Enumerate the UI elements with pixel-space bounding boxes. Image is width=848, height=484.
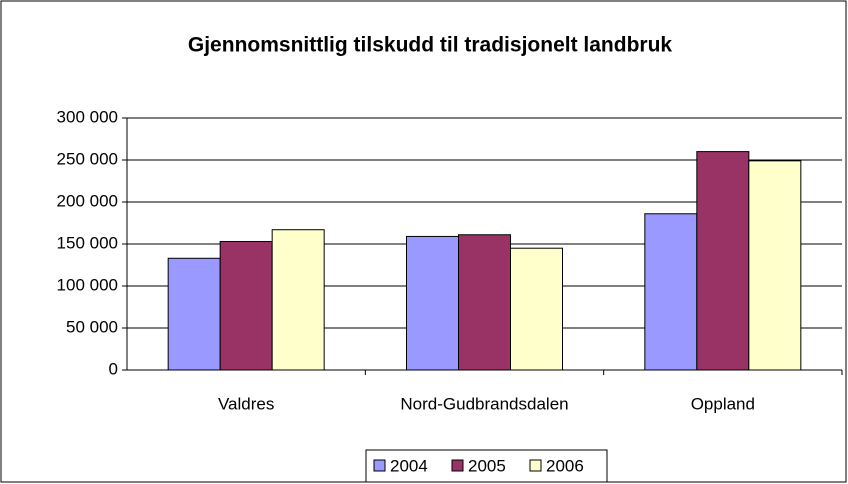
y-tick-label: 150 000 [57,233,118,252]
bar [406,235,459,371]
legend-swatch [451,459,464,472]
bar [696,151,750,371]
legend-swatch [529,459,542,472]
x-tick-label: Valdres [218,394,274,413]
y-tick-label: 250 000 [57,149,118,168]
bar [219,240,273,371]
y-tick-label: 200 000 [57,191,118,210]
y-tick-label: 50 000 [66,317,118,336]
bar [510,247,563,371]
bar [167,257,221,371]
legend-box [365,449,608,483]
legend-label: 2005 [468,456,506,475]
y-tick-label: 0 [109,359,118,378]
y-tick-label: 100 000 [57,275,118,294]
bar [644,213,698,371]
bar [748,160,802,371]
legend-label: 2004 [390,456,428,475]
x-tick-label: Nord-Gudbrandsdalen [400,394,568,413]
bar [458,234,511,371]
bar [271,229,325,371]
y-tick-label: 300 000 [57,107,118,126]
legend-label: 2006 [546,456,584,475]
chart-title: Gjennomsnittlig tilskudd til tradisjonel… [188,34,673,57]
legend-swatch [373,459,386,472]
x-tick-label: Oppland [691,394,755,413]
